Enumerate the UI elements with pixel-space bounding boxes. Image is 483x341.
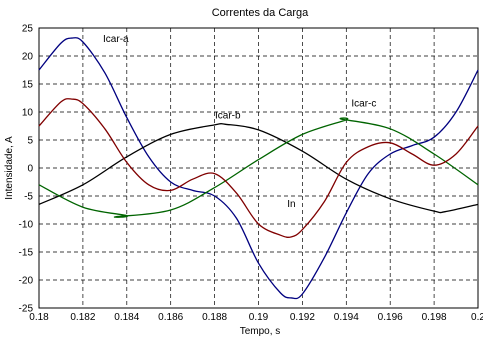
- x-tick-label: 0.2: [471, 312, 483, 323]
- y-tick-label: 5: [27, 136, 33, 147]
- chart-title: Correntes da Carga: [212, 7, 309, 19]
- series-line-in: [38, 98, 479, 238]
- tick-labels: 0.18 0.182 0.184 0.186 0.188 0.19 0.192 0.194 0.…: [19, 24, 483, 324]
- y-axis-label: Intensidade, A: [4, 136, 15, 200]
- x-tick-label: 0.196: [378, 312, 403, 323]
- y-tick-label: 15: [22, 80, 34, 91]
- grid: [39, 28, 478, 308]
- series-label-in: In: [287, 199, 295, 210]
- y-tick-label: -20: [19, 276, 34, 287]
- series-label-icar-a: Icar-a: [103, 34, 129, 45]
- series-lines: [38, 37, 479, 300]
- y-tick-label: -5: [24, 192, 33, 203]
- x-tick-label: 0.182: [70, 312, 95, 323]
- y-tick-label: 10: [22, 108, 34, 119]
- y-tick-label: -25: [19, 304, 34, 315]
- y-tick-label: -15: [19, 248, 34, 259]
- x-tick-label: 0.198: [422, 312, 447, 323]
- x-tick-label: 0.186: [158, 312, 183, 323]
- series-line-icar-a: [38, 37, 479, 300]
- x-tick-label: 0.184: [114, 312, 139, 323]
- x-tick-label: 0.18: [29, 312, 49, 323]
- x-tick-label: 0.194: [334, 312, 359, 323]
- y-tick-label: 25: [22, 24, 34, 35]
- x-tick-label: 0.19: [249, 312, 269, 323]
- y-tick-label: 20: [22, 52, 34, 63]
- y-tick-label: -10: [19, 220, 34, 231]
- series-label-icar-c: Icar-c: [351, 98, 376, 109]
- plot-frame: [38, 27, 479, 309]
- x-axis-label: Tempo, s: [240, 326, 281, 337]
- series-line-icar-b: [38, 123, 479, 214]
- series-labels: Icar-a Icar-b Icar-c In: [103, 34, 376, 210]
- x-tick-label: 0.192: [290, 312, 315, 323]
- series-line-icar-c: [38, 117, 479, 218]
- series-label-icar-b: Icar-b: [215, 111, 241, 122]
- x-tick-label: 0.188: [202, 312, 227, 323]
- y-tick-label: 0: [27, 164, 33, 175]
